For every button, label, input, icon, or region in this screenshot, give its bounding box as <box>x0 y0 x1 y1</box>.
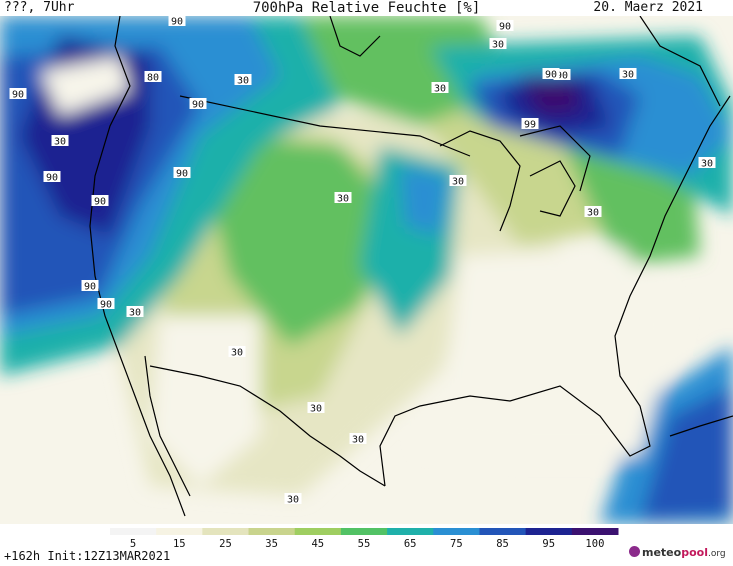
legend-swatch <box>525 528 573 535</box>
value-label: 30 <box>307 402 325 415</box>
legend-swatch <box>387 528 434 535</box>
svg-text:90: 90 <box>12 90 24 101</box>
legend-swatch <box>294 528 342 535</box>
value-label: 30 <box>698 157 716 170</box>
legend-label: 65 <box>404 538 417 548</box>
value-label: 30 <box>51 135 69 148</box>
svg-text:30: 30 <box>701 159 713 170</box>
value-label: 30 <box>349 433 367 446</box>
svg-text:30: 30 <box>587 208 599 219</box>
init-time: +162h Init:12Z13MAR2021 <box>4 549 171 563</box>
legend-label: 55 <box>358 538 371 548</box>
legend-swatch <box>248 528 296 535</box>
humidity-field <box>0 16 733 524</box>
legend-label: 25 <box>219 538 232 548</box>
svg-text:90: 90 <box>499 22 511 33</box>
svg-text:30: 30 <box>352 435 364 446</box>
svg-text:90: 90 <box>545 70 557 81</box>
svg-text:30: 30 <box>434 84 446 95</box>
value-label: 99 <box>521 118 539 131</box>
value-labels: 9030908030903030909930309090903090903090… <box>9 16 716 506</box>
legend-label: 35 <box>265 538 278 548</box>
legend-label: 45 <box>311 538 324 548</box>
svg-text:30: 30 <box>310 404 322 415</box>
value-label: 90 <box>97 298 115 311</box>
value-label: 30 <box>126 306 144 319</box>
value-label: 90 <box>496 20 514 33</box>
svg-text:90: 90 <box>192 100 204 111</box>
svg-text:30: 30 <box>54 137 66 148</box>
svg-text:90: 90 <box>94 197 106 208</box>
value-label: 80 <box>144 71 162 84</box>
legend-swatch <box>433 528 480 535</box>
svg-text:90: 90 <box>171 17 183 28</box>
svg-text:90: 90 <box>84 282 96 293</box>
value-label: 90 <box>9 88 27 101</box>
svg-text:99: 99 <box>524 120 536 131</box>
value-label: 90 <box>43 171 61 184</box>
map-title: 700hPa Relative Feuchte [%] <box>252 0 481 16</box>
logo-icon <box>629 546 640 557</box>
value-label: 90 <box>553 69 571 82</box>
svg-text:90: 90 <box>46 173 58 184</box>
value-label: 90 <box>91 195 109 208</box>
value-label: 30 <box>619 68 637 81</box>
legend-label: 95 <box>542 538 555 548</box>
legend-label: 100 <box>585 538 604 548</box>
coastlines <box>89 16 733 517</box>
legend-swatch <box>110 528 157 535</box>
svg-text:30: 30 <box>129 308 141 319</box>
svg-text:30: 30 <box>452 177 464 188</box>
value-label: 90 <box>542 68 560 81</box>
value-label: 30 <box>284 493 302 506</box>
value-label: 90 <box>168 16 186 28</box>
legend-swatch <box>202 528 250 535</box>
svg-text:90: 90 <box>556 71 568 82</box>
legend-swatch <box>479 528 527 535</box>
legend-label: 15 <box>173 538 186 548</box>
svg-text:30: 30 <box>492 40 504 51</box>
svg-text:90: 90 <box>100 300 112 311</box>
svg-text:80: 80 <box>147 73 159 84</box>
value-label: 90 <box>81 280 99 293</box>
legend-swatch <box>156 528 203 535</box>
value-label: 90 <box>173 167 191 180</box>
logo-prefix: meteo <box>642 546 682 559</box>
value-label: 30 <box>449 175 467 188</box>
meteopool-logo[interactable]: meteopool.org <box>629 546 726 559</box>
svg-text:30: 30 <box>337 194 349 205</box>
run-label: ???, 7Uhr <box>4 0 75 15</box>
value-label: 90 <box>189 98 207 111</box>
svg-text:30: 30 <box>622 70 634 81</box>
color-legend: 5 15 25 35 45 55 65 75 85 95 100 <box>110 528 619 548</box>
value-label: 30 <box>228 346 246 359</box>
legend-swatch <box>340 528 388 535</box>
valid-date: 20. Maerz 2021 <box>593 0 703 15</box>
svg-text:30: 30 <box>231 348 243 359</box>
legend-label: 75 <box>450 538 463 548</box>
value-label: 30 <box>431 82 449 95</box>
svg-text:30: 30 <box>237 76 249 87</box>
value-label: 30 <box>584 206 602 219</box>
value-label: 30 <box>489 38 507 51</box>
logo-tld: .org <box>707 549 726 559</box>
svg-text:90: 90 <box>176 169 188 180</box>
legend-label: 85 <box>496 538 509 548</box>
humidity-map: 9030908030903030909930309090903090903090… <box>0 16 733 524</box>
legend-label: 5 <box>130 538 136 548</box>
value-label: 30 <box>234 74 252 87</box>
value-label: 30 <box>334 192 352 205</box>
svg-text:30: 30 <box>287 495 299 506</box>
logo-brand: pool <box>681 546 708 559</box>
legend-swatch <box>571 528 619 535</box>
